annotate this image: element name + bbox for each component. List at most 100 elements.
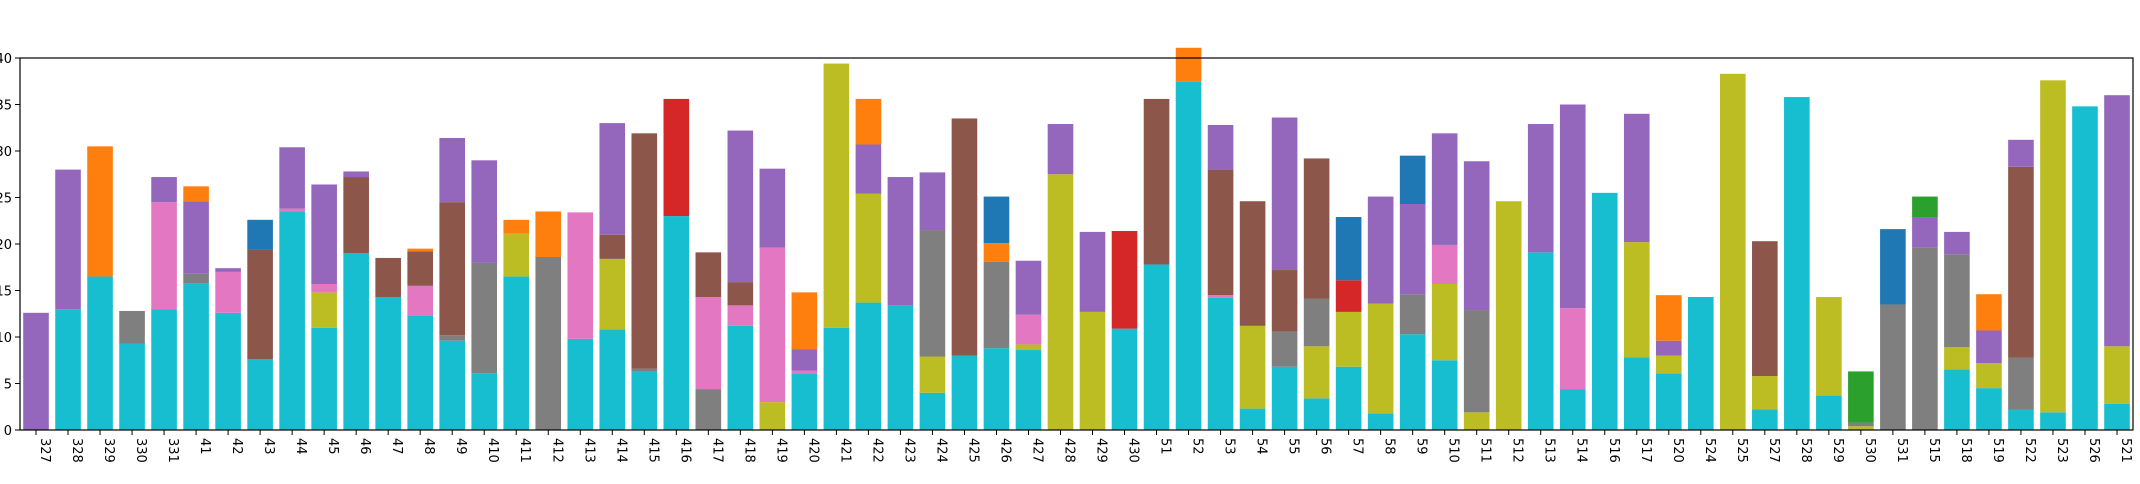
y-tick-label: 0	[4, 424, 12, 439]
bar-segment-53-0	[1207, 297, 1234, 430]
x-tick-label: 427	[1029, 438, 1044, 463]
bar-segment-414-0	[599, 329, 626, 430]
bar-segment-513-1	[1527, 124, 1554, 253]
bar-segment-530-2	[1848, 371, 1874, 423]
x-tick-label: 418	[741, 438, 756, 463]
x-tick-label: 420	[805, 438, 820, 463]
bar-segment-59-1	[1399, 294, 1426, 335]
x-tick-label: 527	[1766, 438, 1781, 463]
bar-segment-330-0	[119, 343, 145, 430]
bar-segment-417-0	[695, 389, 722, 430]
bar-segment-426-3	[983, 196, 1010, 244]
bar-segment-411-1	[503, 233, 530, 277]
bar-segment-48-3	[407, 248, 433, 252]
bar-segment-330-1	[119, 310, 145, 344]
x-tick-label: 517	[1638, 438, 1653, 463]
x-tick-label: 414	[613, 438, 628, 463]
bar-segment-523-0	[2040, 412, 2066, 430]
bar-segment-329-0	[87, 276, 113, 430]
bar-segment-328-0	[55, 309, 81, 430]
bar-segment-425-1	[951, 118, 978, 356]
x-tick-label: 426	[997, 438, 1012, 463]
x-tick-label: 513	[1542, 438, 1557, 463]
x-tick-label: 48	[421, 438, 436, 455]
bar-segment-514-1	[1559, 308, 1586, 390]
bar-segment-519-1	[1976, 363, 2002, 389]
x-tick-label: 416	[677, 438, 692, 463]
bar-segment-412-0	[535, 257, 562, 430]
bar-segment-414-3	[599, 123, 626, 235]
bar-segment-420-2	[791, 349, 818, 371]
x-tick-label: 46	[357, 438, 372, 455]
bar-segment-422-2	[855, 144, 882, 194]
bar-segment-56-2	[1303, 298, 1330, 347]
x-tick-label: 42	[229, 438, 244, 455]
bar-segment-55-2	[1271, 270, 1298, 332]
x-tick-label: 55	[1286, 438, 1301, 455]
bar-segment-421-1	[823, 63, 850, 328]
bar-segment-426-2	[983, 243, 1010, 262]
bar-segment-328-1	[55, 169, 81, 310]
bar-segment-415-1	[631, 368, 658, 372]
x-tick-label: 327	[37, 438, 52, 463]
x-tick-label: 419	[773, 438, 788, 463]
bar-segment-419-2	[759, 168, 786, 248]
bar-segment-518-0	[1944, 369, 1970, 430]
bar-segment-527-2	[1752, 241, 1778, 377]
bar-segment-51-1	[1143, 98, 1170, 265]
x-tick-label: 514	[1574, 438, 1589, 463]
bars-layer	[23, 47, 2130, 431]
x-tick-label: 523	[2054, 438, 2069, 463]
bar-segment-58-0	[1367, 413, 1394, 430]
x-tick-label: 57	[1350, 438, 1365, 455]
bar-segment-52-0	[1175, 81, 1202, 430]
x-tick-label: 430	[1126, 438, 1141, 463]
bar-segment-413-0	[567, 338, 594, 430]
bar-segment-520-3	[1655, 295, 1682, 341]
bar-segment-531-1	[1880, 229, 1906, 305]
bar-segment-416-0	[663, 216, 690, 430]
x-tick-label: 521	[2118, 438, 2133, 463]
bar-segment-430-1	[1111, 230, 1138, 329]
bar-segment-427-2	[1015, 314, 1042, 345]
bar-segment-418-2	[727, 282, 754, 306]
bar-segment-520-1	[1655, 355, 1682, 374]
bar-segment-41-1	[183, 273, 209, 284]
x-tick-label: 43	[261, 438, 276, 455]
x-tick-label: 529	[1830, 438, 1845, 463]
bar-segment-46-2	[343, 171, 369, 178]
bar-segment-56-1	[1303, 346, 1330, 399]
bar-segment-41-3	[183, 186, 209, 202]
x-tick-label: 531	[1894, 438, 1909, 463]
bar-segment-520-0	[1655, 373, 1682, 430]
y-tick-label: 5	[4, 378, 12, 393]
bar-segment-49-3	[439, 137, 466, 203]
bar-segment-522-1	[2008, 357, 2034, 410]
bar-segment-41-0	[183, 283, 209, 430]
x-tick-label: 515	[1926, 438, 1941, 463]
bar-segment-513-0	[1527, 252, 1554, 430]
x-tick-label: 524	[1702, 438, 1717, 463]
bar-segment-410-0	[471, 373, 498, 430]
bar-segment-45-2	[311, 283, 337, 293]
bar-segment-428-1	[1047, 124, 1074, 175]
bar-segment-410-1	[471, 262, 498, 374]
x-tick-label: 331	[165, 438, 180, 463]
bar-segment-527-1	[1752, 376, 1778, 410]
x-tick-label: 56	[1318, 438, 1333, 455]
y-axis: 0 5 10 15 20 25 30 35 40	[0, 52, 20, 439]
bar-segment-43-1	[247, 249, 273, 360]
bar-segment-413-1	[567, 212, 594, 339]
bar-segment-414-2	[599, 234, 626, 259]
x-tick-label: 422	[869, 438, 884, 463]
bar-segment-424-0	[919, 392, 946, 430]
bar-segment-419-0	[759, 402, 786, 430]
bar-segment-43-2	[247, 219, 273, 250]
bar-segment-429-0	[1079, 311, 1106, 430]
x-tick-label: 330	[133, 438, 148, 463]
bar-segment-510-2	[1431, 244, 1458, 284]
x-tick-label: 52	[1190, 438, 1205, 455]
bar-segment-529-1	[1816, 297, 1842, 396]
bar-segment-48-0	[407, 315, 433, 430]
bar-segment-419-1	[759, 247, 786, 403]
